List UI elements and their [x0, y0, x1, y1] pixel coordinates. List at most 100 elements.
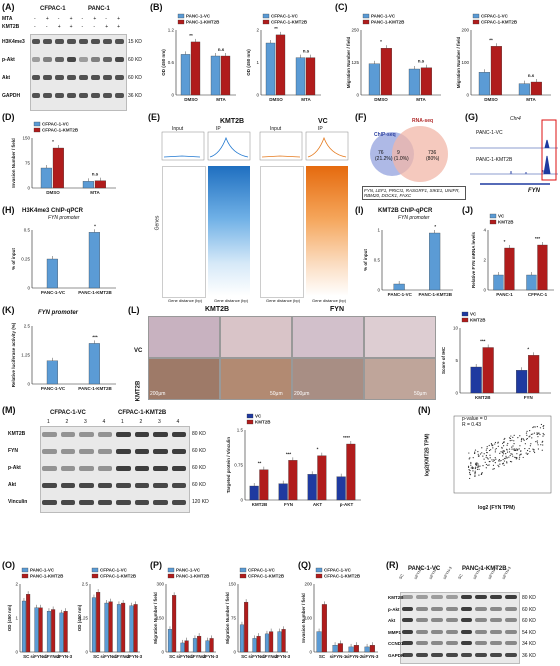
y-tick-2: 2.5 — [24, 324, 31, 329]
scatter-point — [469, 473, 471, 475]
a-band — [102, 93, 112, 98]
panel-label-d: (D) — [2, 112, 15, 122]
legend-swatch-0 — [461, 311, 469, 317]
a-band — [31, 39, 41, 44]
r-band — [445, 618, 458, 622]
scatter-point — [470, 462, 472, 465]
scatter-point — [524, 443, 526, 445]
y-tick-0: 0 — [27, 382, 30, 387]
a-band — [67, 93, 76, 98]
x-tick-0: SC — [319, 654, 326, 659]
scatter-point — [486, 452, 488, 454]
scatter-point — [506, 461, 508, 463]
scatter-point — [534, 426, 536, 428]
m-kd-label: 60 KD — [192, 465, 206, 471]
x-tick-2: siFYN-2 — [189, 654, 206, 659]
y-tick-0: 0 — [161, 650, 164, 655]
y-tick-2: 1.5 — [237, 428, 244, 433]
scatter-point — [499, 463, 501, 465]
a-band — [102, 57, 112, 62]
sig-0: *** — [480, 339, 486, 344]
f-n3: 736 — [428, 150, 437, 156]
scatter-point — [519, 445, 521, 447]
a-band — [31, 57, 41, 62]
scatter-point — [539, 427, 542, 429]
r-band — [416, 595, 428, 599]
r-band — [475, 652, 487, 657]
scatter-point — [468, 471, 471, 474]
scatter-point — [480, 473, 483, 475]
sig-1: * — [434, 224, 436, 229]
m-group2: CFPAC-1-KMT2B — [118, 410, 167, 416]
bar-DMSO-1 — [275, 34, 286, 96]
bar-MTA-0 — [518, 83, 530, 96]
legend-swatch-0 — [33, 121, 41, 127]
x-tick-1: MTA — [416, 97, 426, 102]
bar-siFYN-2-0 — [116, 604, 121, 653]
y-tick-1: 75 — [231, 616, 237, 621]
scatter-point — [485, 449, 487, 451]
y-tick-1: 75 — [25, 161, 31, 166]
x-tick-0: SC — [241, 654, 248, 659]
r-band — [460, 629, 473, 634]
a-sign-kmt2b: - — [34, 24, 36, 30]
bar-FYN-1 — [528, 355, 540, 394]
bar-DMSO-1 — [190, 41, 201, 96]
chart-j: PANC-1 * CFPAC-1 *** 0 2 4 Relative FYN mRNA le… — [471, 214, 554, 297]
e-input1: Input — [172, 126, 184, 132]
panel-label-o: (O) — [2, 560, 15, 570]
bar-DMSO-0 — [180, 54, 191, 96]
chart-n-scatter — [453, 415, 552, 494]
scatter-point — [526, 437, 529, 440]
sig-1: *** — [286, 451, 292, 456]
r-kd-label: 60 KD — [522, 618, 536, 624]
scatter-point — [540, 423, 543, 426]
bar-siFYN-2-1 — [51, 609, 56, 653]
legend-label-0: VC — [498, 214, 505, 219]
r-row-label: CCND1 — [388, 641, 404, 646]
r-band — [416, 629, 428, 634]
scatter-point — [509, 437, 512, 440]
bar-siFYN-2-0 — [348, 646, 354, 653]
scatter-point — [494, 457, 496, 459]
scatter-point — [508, 456, 510, 458]
e-heatmap-ip-kmt2b — [208, 166, 250, 296]
y-tick-0: 0 — [356, 93, 359, 98]
scatter-point — [518, 456, 521, 458]
x-tick-0: PANC-1-VC — [388, 292, 413, 297]
r-lane-label: siFYN-3 — [442, 566, 454, 580]
sig-1: n.s — [218, 47, 225, 52]
y-tick-0: 0 — [483, 288, 486, 293]
bar-PANC-1-VC-0 — [393, 283, 405, 291]
bar-siFYN-2-0 — [264, 633, 269, 653]
scatter-point — [475, 463, 478, 465]
scatter-point — [498, 460, 500, 462]
bar-AKT-1 — [317, 455, 327, 501]
bar-siFYN-3-1 — [281, 629, 286, 653]
scatter-point — [502, 453, 505, 455]
bar-siFYN-2-1 — [269, 631, 274, 653]
bar-KMT2B-1 — [482, 347, 494, 394]
scatter-point — [542, 444, 544, 446]
m-band — [116, 500, 131, 505]
f-p1: (21.2%) — [375, 156, 393, 162]
scatter-point — [511, 446, 513, 448]
scatter-point — [542, 427, 545, 429]
scatter-point — [472, 467, 475, 469]
scatter-point — [490, 442, 493, 445]
scatter-point — [508, 448, 511, 450]
panel-label-b: (B) — [150, 2, 163, 12]
scatter-point — [528, 447, 530, 450]
bar-MTA-1 — [420, 67, 432, 96]
y-tick-2: 1.2 — [168, 28, 175, 33]
r-band — [401, 641, 414, 645]
scatter-point — [536, 442, 539, 444]
scatter-point — [490, 449, 492, 451]
r-band — [475, 641, 487, 645]
a-band — [31, 93, 41, 98]
scatter-point — [470, 464, 472, 466]
bar-siFYN-1-0 — [34, 607, 39, 653]
legend-swatch-0 — [177, 13, 185, 19]
